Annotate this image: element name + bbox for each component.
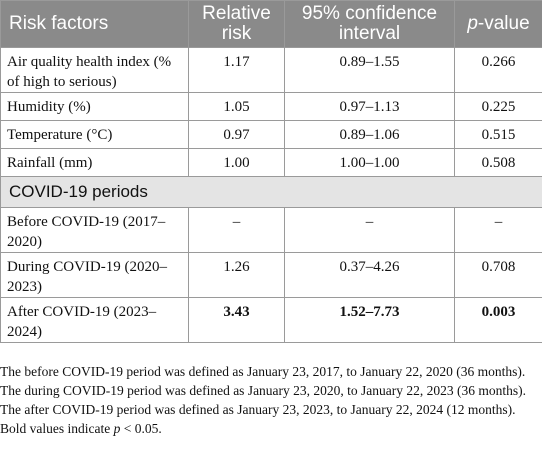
- bold-note-suffix: < 0.05.: [120, 421, 162, 436]
- confidence-interval-cell: 1.00–1.00: [284, 148, 455, 177]
- bold-note-p: p: [113, 421, 121, 436]
- table-footnotes: The before COVID-19 period was defined a…: [0, 362, 538, 438]
- row-label: After COVID-19 (2023–2024): [0, 297, 189, 343]
- bold-values-note: Bold values indicate p < 0.05.: [0, 419, 538, 438]
- table-row: After COVID-19 (2023–2024) 3.43 1.52–7.7…: [0, 297, 542, 343]
- table-row: Air quality health index (% of high to s…: [0, 47, 542, 93]
- section-title: COVID-19 periods: [0, 176, 542, 208]
- p-value-cell: 0.003: [454, 297, 542, 343]
- table-row: Temperature (°C) 0.97 0.89–1.06 0.515: [0, 120, 542, 149]
- relative-risk-cell: –: [188, 207, 285, 253]
- section-header-row: COVID-19 periods: [0, 176, 542, 208]
- table-row: Before COVID-19 (2017–2020) – – –: [0, 207, 542, 253]
- confidence-interval-cell: 0.97–1.13: [284, 92, 455, 121]
- relative-risk-cell: 1.26: [188, 252, 285, 298]
- p-value-cell: –: [454, 207, 542, 253]
- header-confidence-interval: 95% confidence interval: [284, 0, 455, 48]
- table-header-row: Risk factors Relative risk 95% confidenc…: [0, 0, 542, 48]
- relative-risk-cell: 1.05: [188, 92, 285, 121]
- header-p-value-suffix: -value: [477, 13, 530, 34]
- confidence-interval-cell: 0.89–1.06: [284, 120, 455, 149]
- row-label: Temperature (°C): [0, 120, 189, 149]
- row-label: Before COVID-19 (2017–2020): [0, 207, 189, 253]
- table-row: Rainfall (mm) 1.00 1.00–1.00 0.508: [0, 148, 542, 177]
- relative-risk-cell: 1.17: [188, 47, 285, 93]
- p-value-cell: 0.266: [454, 47, 542, 93]
- row-label: Rainfall (mm): [0, 148, 189, 177]
- bold-note-prefix: Bold values indicate: [0, 421, 114, 436]
- header-relative-risk: Relative risk: [188, 0, 285, 48]
- relative-risk-cell: 3.43: [188, 297, 285, 343]
- confidence-interval-cell: –: [284, 207, 455, 253]
- p-value-cell: 0.508: [454, 148, 542, 177]
- row-label: Air quality health index (% of high to s…: [0, 47, 189, 93]
- confidence-interval-cell: 0.89–1.55: [284, 47, 455, 93]
- relative-risk-cell: 1.00: [188, 148, 285, 177]
- risk-factors-table: Risk factors Relative risk 95% confidenc…: [0, 0, 542, 343]
- table-row: During COVID-19 (2020–2023) 1.26 0.37–4.…: [0, 252, 542, 298]
- table-row: Humidity (%) 1.05 0.97–1.13 0.225: [0, 92, 542, 121]
- confidence-interval-cell: 1.52–7.73: [284, 297, 455, 343]
- p-value-cell: 0.708: [454, 252, 542, 298]
- relative-risk-cell: 0.97: [188, 120, 285, 149]
- p-value-cell: 0.515: [454, 120, 542, 149]
- header-p-letter: p: [467, 13, 478, 34]
- header-p-value: p-value: [454, 0, 542, 48]
- period-definition-note: The before COVID-19 period was defined a…: [0, 364, 527, 417]
- header-risk-factors: Risk factors: [0, 0, 189, 48]
- p-value-cell: 0.225: [454, 92, 542, 121]
- row-label: Humidity (%): [0, 92, 189, 121]
- row-label: During COVID-19 (2020–2023): [0, 252, 189, 298]
- confidence-interval-cell: 0.37–4.26: [284, 252, 455, 298]
